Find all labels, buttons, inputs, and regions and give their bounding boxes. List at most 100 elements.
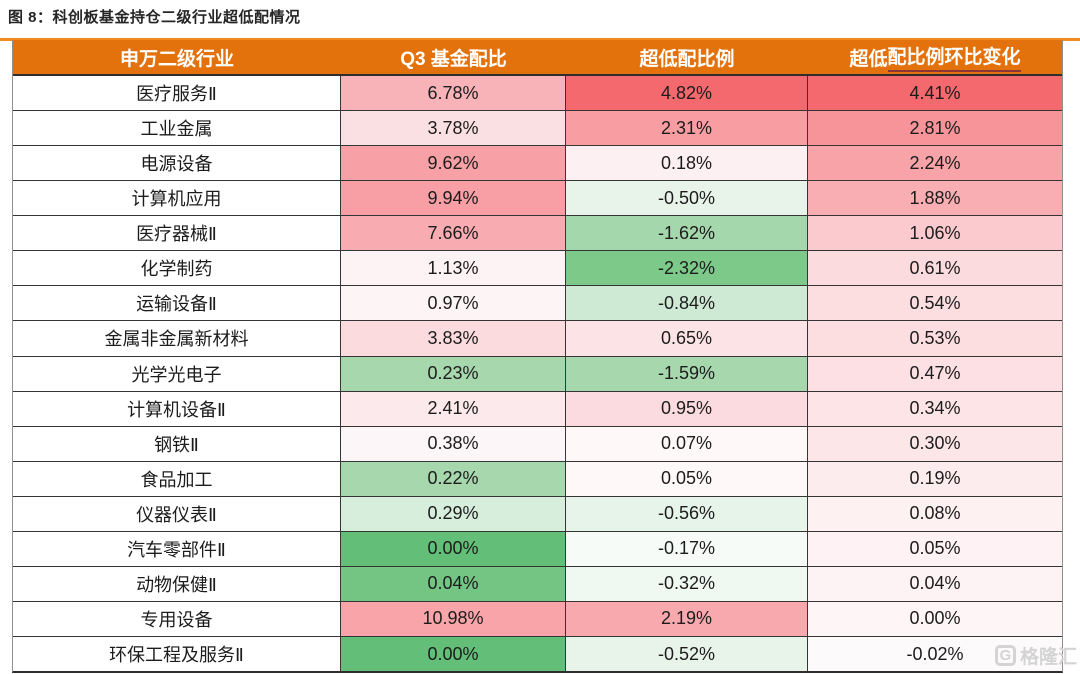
value-cell: 10.98% <box>341 601 566 636</box>
industry-cell: 汽车零部件Ⅱ <box>13 531 341 566</box>
table-body: 医疗服务Ⅱ 6.78% 4.82% 4.41% 工业金属 3.78% 2.31% 2.81% 电… <box>13 76 1062 672</box>
value-cell: 0.65% <box>566 321 808 356</box>
value-cell: 0.00% <box>341 531 566 566</box>
value-cell: 0.38% <box>341 426 566 461</box>
table-row: 动物保健Ⅱ 0.04% -0.32% 0.04% <box>13 566 1062 602</box>
watermark: G 格隆汇 <box>994 642 1077 669</box>
industry-cell: 环保工程及服务Ⅱ <box>13 637 341 672</box>
value-cell: 0.23% <box>341 356 566 391</box>
value-cell: 2.31% <box>566 111 808 146</box>
value-cell: 0.97% <box>341 286 566 321</box>
value-cell: -1.59% <box>566 356 808 391</box>
value-cell: 6.78% <box>341 76 566 111</box>
value-cell: -1.62% <box>566 216 808 251</box>
value-cell: 0.53% <box>808 321 1062 356</box>
table-row: 金属非金属新材料 3.83% 0.65% 0.53% <box>13 321 1062 357</box>
value-cell: 1.06% <box>808 216 1062 251</box>
table-row: 医疗服务Ⅱ 6.78% 4.82% 4.41% <box>13 76 1062 112</box>
value-cell: 0.00% <box>341 637 566 672</box>
value-cell: -0.02% <box>808 637 1062 672</box>
value-cell: 0.19% <box>808 461 1062 496</box>
value-cell: -0.50% <box>566 181 808 216</box>
value-cell: 3.78% <box>341 111 566 146</box>
value-cell: 2.81% <box>808 111 1062 146</box>
value-cell: 3.83% <box>341 321 566 356</box>
value-cell: 0.05% <box>808 531 1062 566</box>
value-cell: 0.34% <box>808 391 1062 426</box>
industry-cell: 计算机设备Ⅱ <box>13 391 341 426</box>
industry-cell: 工业金属 <box>13 111 341 146</box>
value-cell: -0.17% <box>566 531 808 566</box>
value-cell: 0.29% <box>341 496 566 531</box>
value-cell: 4.41% <box>808 76 1062 111</box>
table-row: 化学制药 1.13% -2.32% 0.61% <box>13 251 1062 287</box>
value-cell: 0.61% <box>808 251 1062 286</box>
value-cell: 0.04% <box>341 566 566 601</box>
table-row: 计算机应用 9.94% -0.50% 1.88% <box>13 181 1062 217</box>
value-cell: 0.22% <box>341 461 566 496</box>
industry-allocation-table: 申万二级行业 Q3 基金配比 超低配比例 超低 配比例环比变化 医疗服务Ⅱ 6.78… <box>12 40 1063 673</box>
industry-cell: 钢铁Ⅱ <box>13 426 341 461</box>
gelonghui-logo-icon: G <box>994 645 1016 666</box>
table-row: 运输设备Ⅱ 0.97% -0.84% 0.54% <box>13 286 1062 322</box>
header-qoq-change: 超低 配比例环比变化 <box>808 40 1062 74</box>
industry-cell: 金属非金属新材料 <box>13 321 341 356</box>
header-industry: 申万二级行业 <box>119 48 234 70</box>
value-cell: 7.66% <box>341 216 566 251</box>
value-cell: 9.62% <box>341 146 566 181</box>
value-cell: 0.07% <box>566 426 808 461</box>
table-row: 环保工程及服务Ⅱ 0.00% -0.52% -0.02% <box>13 637 1062 672</box>
table-row: 工业金属 3.78% 2.31% 2.81% <box>13 111 1062 147</box>
table-row: 食品加工 0.22% 0.05% 0.19% <box>13 461 1062 497</box>
industry-cell: 食品加工 <box>13 461 341 496</box>
figure-title: 图 8：科创板基金持仓二级行业超低配情况 <box>8 9 301 26</box>
header-q3-fund-allocation: Q3 基金配比 <box>400 48 507 70</box>
table-row: 电源设备 9.62% 0.18% 2.24% <box>13 146 1062 182</box>
value-cell: 0.04% <box>808 566 1062 601</box>
value-cell: -0.52% <box>566 637 808 672</box>
industry-cell: 光学光电子 <box>13 356 341 391</box>
value-cell: 0.18% <box>566 146 808 181</box>
table-header-row: 申万二级行业 Q3 基金配比 超低配比例 超低 配比例环比变化 <box>13 40 1062 76</box>
value-cell: 2.19% <box>566 601 808 636</box>
value-cell: 2.24% <box>808 146 1062 181</box>
accent-line <box>0 38 1080 41</box>
header-over-under-allocation: 超低配比例 <box>639 48 735 70</box>
header-qoq-change-underlined: 配比例环比变化 <box>887 42 1021 72</box>
value-cell: -0.32% <box>566 566 808 601</box>
value-cell: 0.54% <box>808 286 1062 321</box>
table-row: 专用设备 10.98% 2.19% 0.00% <box>13 601 1062 637</box>
industry-cell: 专用设备 <box>13 601 341 636</box>
value-cell: 0.47% <box>808 356 1062 391</box>
industry-cell: 仪器仪表Ⅱ <box>13 496 341 531</box>
watermark-text: 格隆汇 <box>1019 647 1077 668</box>
industry-cell: 动物保健Ⅱ <box>13 566 341 601</box>
industry-cell: 医疗服务Ⅱ <box>13 76 341 111</box>
value-cell: 4.82% <box>566 76 808 111</box>
value-cell: 0.08% <box>808 496 1062 531</box>
table-row: 计算机设备Ⅱ 2.41% 0.95% 0.34% <box>13 391 1062 427</box>
industry-cell: 化学制药 <box>13 251 341 286</box>
table-row: 医疗器械Ⅱ 7.66% -1.62% 1.06% <box>13 216 1062 252</box>
table-row: 钢铁Ⅱ 0.38% 0.07% 0.30% <box>13 426 1062 462</box>
value-cell: 2.41% <box>341 391 566 426</box>
industry-cell: 电源设备 <box>13 146 341 181</box>
table-row: 光学光电子 0.23% -1.59% 0.47% <box>13 356 1062 392</box>
value-cell: 0.00% <box>808 601 1062 636</box>
value-cell: 1.88% <box>808 181 1062 216</box>
value-cell: -0.84% <box>566 286 808 321</box>
value-cell: 9.94% <box>341 181 566 216</box>
industry-cell: 医疗器械Ⅱ <box>13 216 341 251</box>
industry-cell: 计算机应用 <box>13 181 341 216</box>
table-row: 汽车零部件Ⅱ 0.00% -0.17% 0.05% <box>13 531 1062 567</box>
header-qoq-change-plain: 超低 <box>849 48 888 70</box>
value-cell: -2.32% <box>566 251 808 286</box>
value-cell: -0.56% <box>566 496 808 531</box>
value-cell: 0.05% <box>566 461 808 496</box>
value-cell: 0.95% <box>566 391 808 426</box>
value-cell: 1.13% <box>341 251 566 286</box>
value-cell: 0.30% <box>808 426 1062 461</box>
table-row: 仪器仪表Ⅱ 0.29% -0.56% 0.08% <box>13 496 1062 532</box>
industry-cell: 运输设备Ⅱ <box>13 286 341 321</box>
